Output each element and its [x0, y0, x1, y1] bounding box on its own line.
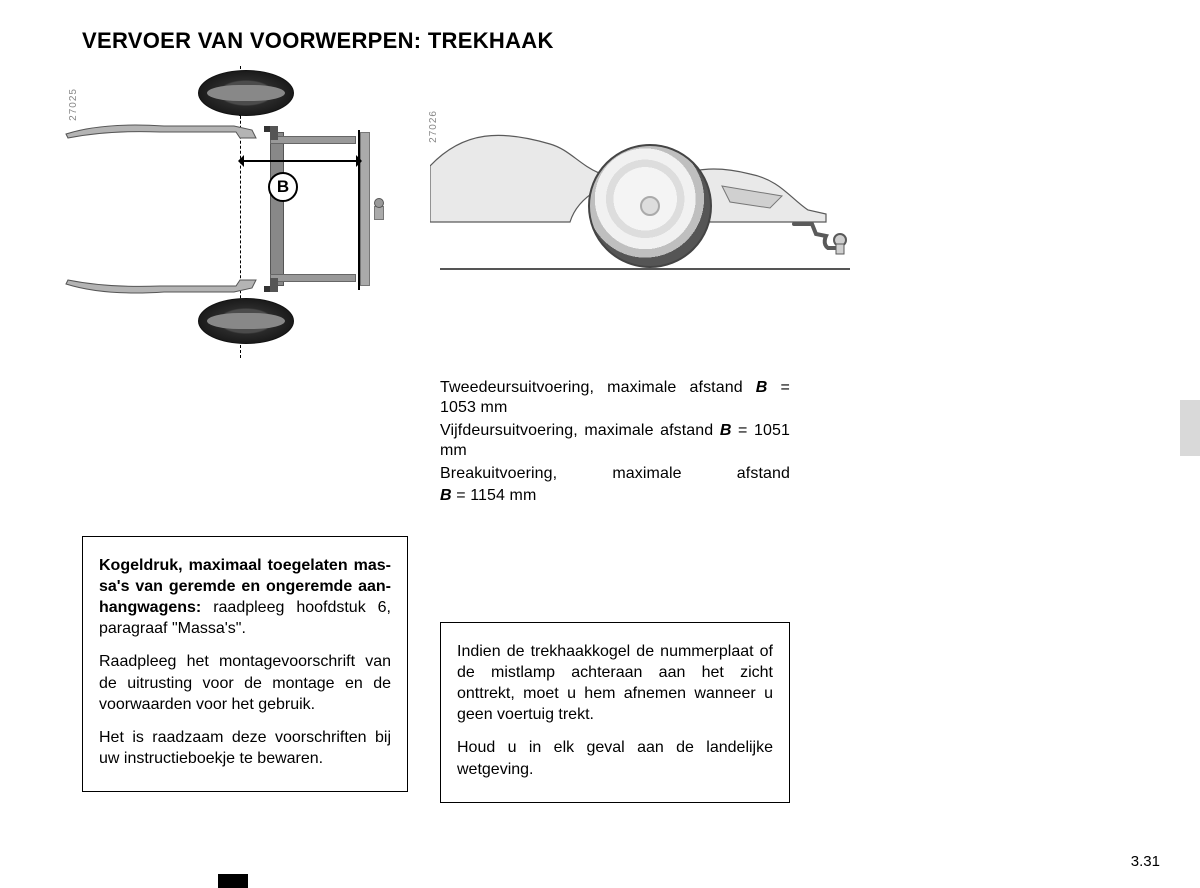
- figure-id-left: 27025: [68, 88, 79, 121]
- info-box2-p2: Houd u in elk geval aan de landelijke we…: [457, 737, 773, 779]
- spec-dim-symbol: B: [720, 422, 732, 439]
- dimension-spec-text: Tweedeursuitvoering, maximale afstand B …: [440, 378, 790, 509]
- spec-five-door: Vijfdeursuitvoering, maximale afstand: [440, 422, 720, 439]
- towball-icon: [792, 218, 848, 269]
- towbar-side-diagram: [440, 72, 840, 292]
- info-box-p3: Het is raadzaam deze voorschriften bij u…: [99, 727, 391, 769]
- tire-icon: [198, 70, 294, 116]
- spec-two-door: Tweedeursuitvoering, maximale afstand: [440, 379, 756, 396]
- ground-line: [440, 268, 850, 270]
- info-box2-p1: Indien de trekhaakkogel de nummer­plaat …: [457, 641, 773, 725]
- info-box-p2: Raadpleeg het montagevoorschrift van de …: [99, 651, 391, 714]
- spec-break: Breakuitvoering, maximale afstand: [440, 465, 790, 482]
- spec-dim-symbol: B: [440, 487, 452, 504]
- chassis-arm: [64, 278, 274, 298]
- left-column: B: [82, 72, 412, 352]
- page-title: VERVOER VAN VOORWERPEN: TREKHAAK: [82, 28, 554, 54]
- dimension-arrow: [240, 160, 360, 162]
- chassis-arm: [64, 120, 274, 140]
- towbar-frame: [270, 132, 370, 286]
- spec-dim-symbol: B: [756, 379, 768, 396]
- dimension-label-b: B: [268, 172, 298, 202]
- dimension-endline: [358, 130, 360, 290]
- spec-break-val: = 1154 mm: [456, 487, 536, 504]
- crop-mark: [218, 874, 248, 888]
- section-thumb-tab: [1180, 400, 1200, 456]
- info-box-regulation: Indien de trekhaakkogel de nummer­plaat …: [440, 622, 790, 803]
- wheel-icon: [588, 144, 712, 268]
- right-column: [440, 72, 850, 292]
- towball-icon: [362, 198, 384, 220]
- page-number: 3.31: [1131, 853, 1160, 870]
- tire-icon: [198, 298, 294, 344]
- info-box-masses: Kogeldruk, maximaal toegelaten mas­sa's …: [82, 536, 408, 792]
- towbar-top-diagram: B: [82, 72, 412, 352]
